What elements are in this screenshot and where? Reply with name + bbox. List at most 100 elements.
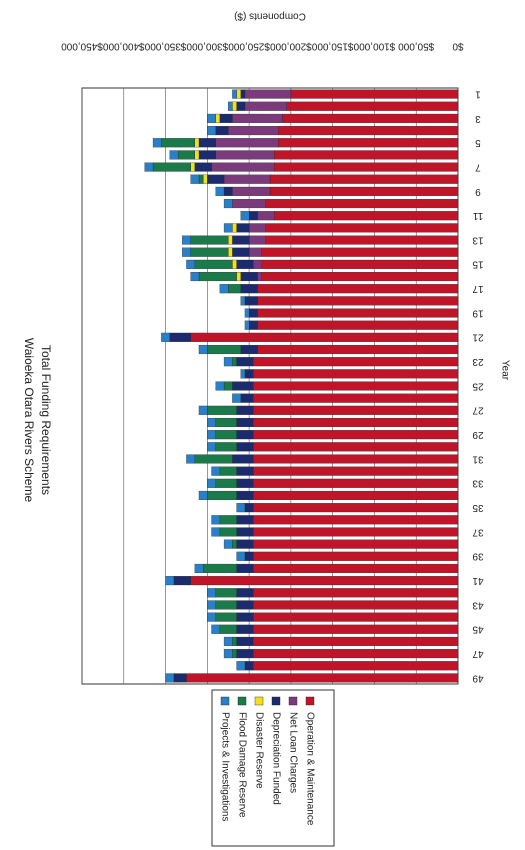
bar-segment <box>165 673 175 683</box>
bar-segment <box>182 235 191 245</box>
bar-segment <box>219 113 233 123</box>
bar-segment <box>182 247 191 257</box>
bar-segment <box>207 344 241 355</box>
bar-segment <box>240 296 246 306</box>
bar-segment <box>161 332 170 342</box>
chart-title: Waioeka Otara Rivers Scheme <box>22 338 36 503</box>
legend-swatch <box>288 696 298 706</box>
bar-segment <box>257 320 459 330</box>
x-tick-label: 11 <box>472 210 483 221</box>
x-tick-label: 1 <box>475 88 481 99</box>
bar-segment <box>207 174 225 184</box>
bar-segment <box>236 527 254 537</box>
legend-label: Disaster Reserve <box>253 712 264 789</box>
bar-segment <box>219 515 237 525</box>
bar-segment <box>232 539 237 549</box>
x-tick-label: 37 <box>472 526 484 537</box>
bar-segment <box>244 661 254 671</box>
bar-segment <box>253 430 459 440</box>
bar-segment <box>215 381 225 391</box>
bar-segment <box>253 539 459 549</box>
bar-segment <box>223 223 233 233</box>
bar-segment <box>236 442 254 452</box>
bar-segment <box>236 478 254 488</box>
bar-segment <box>236 417 254 428</box>
bar-segment <box>169 332 191 342</box>
bar-segment <box>253 478 459 488</box>
bar-segment <box>253 393 459 403</box>
bar-segment <box>219 466 237 476</box>
bar-segment <box>244 551 254 561</box>
bar-segment <box>248 223 266 233</box>
bar-segment <box>236 539 254 549</box>
bar-segment <box>253 466 459 476</box>
bar-segment <box>215 612 237 622</box>
legend-swatch <box>220 696 230 706</box>
bar-segment <box>203 174 208 184</box>
bar-segment <box>240 272 258 282</box>
bar-segment <box>219 284 229 294</box>
bar-segment <box>194 563 204 573</box>
bar-segment <box>253 624 459 634</box>
bar-segment <box>236 405 254 415</box>
bar-segment <box>253 588 459 598</box>
bar-segment <box>211 624 221 634</box>
bar-segment <box>198 405 208 415</box>
bar-segment <box>236 503 246 513</box>
bar-segment <box>144 162 154 172</box>
bar-segment <box>253 503 459 513</box>
bar-segment <box>253 551 459 561</box>
bar-segment <box>152 162 191 172</box>
bar-segment <box>244 308 250 318</box>
bar-segment <box>207 405 237 415</box>
bar-segment <box>203 563 237 573</box>
bar-segment <box>232 259 237 269</box>
legend-label: Operation & Maintenance <box>304 712 315 826</box>
bar-segment <box>253 563 459 573</box>
x-tick-label: 23 <box>472 356 484 367</box>
bar-segment <box>232 199 266 209</box>
bar-segment <box>190 235 229 245</box>
bar-segment <box>198 272 237 282</box>
bar-segment <box>215 138 279 148</box>
bar-segment <box>215 186 225 196</box>
bar-segment <box>236 490 254 500</box>
bar-segment <box>240 369 246 379</box>
bar-segment <box>198 150 216 160</box>
x-tick-label: 17 <box>472 283 484 294</box>
bar-segment <box>207 612 216 622</box>
bar-segment <box>244 296 258 306</box>
x-tick-label: 15 <box>472 259 484 270</box>
bar-segment <box>194 454 233 464</box>
legend-swatch <box>237 696 247 706</box>
bar-segment <box>232 223 237 233</box>
bar-segment <box>198 174 204 184</box>
bar-segment <box>215 113 221 123</box>
bar-segment <box>194 138 200 148</box>
bar-segment <box>228 247 233 257</box>
x-tick-label: 29 <box>472 429 484 440</box>
bar-segment <box>194 150 200 160</box>
bar-segment <box>232 381 254 391</box>
bar-segment <box>253 490 459 500</box>
bar-segment <box>173 576 191 586</box>
bar-segment <box>232 247 250 257</box>
bar-segment <box>223 186 233 196</box>
bar-segment <box>207 442 216 452</box>
bar-segment <box>186 454 195 464</box>
bar-segment <box>265 199 459 209</box>
x-tick-label: 25 <box>472 380 484 391</box>
chart-subtitle: Total Funding Requirements <box>39 345 53 495</box>
bar-segment <box>223 539 233 549</box>
legend-label: Flood Damage Reserve <box>236 712 247 818</box>
x-tick-label: 13 <box>472 234 484 245</box>
bar-segment <box>257 272 262 282</box>
bar-segment <box>232 649 237 659</box>
x-tick-label: 19 <box>472 307 484 318</box>
bar-segment <box>211 162 275 172</box>
bar-segment <box>173 673 187 683</box>
bar-segment <box>236 588 254 598</box>
bar-segment <box>253 381 459 391</box>
y-tick-label: $350,000 <box>144 40 186 51</box>
bar-segment <box>274 150 459 160</box>
